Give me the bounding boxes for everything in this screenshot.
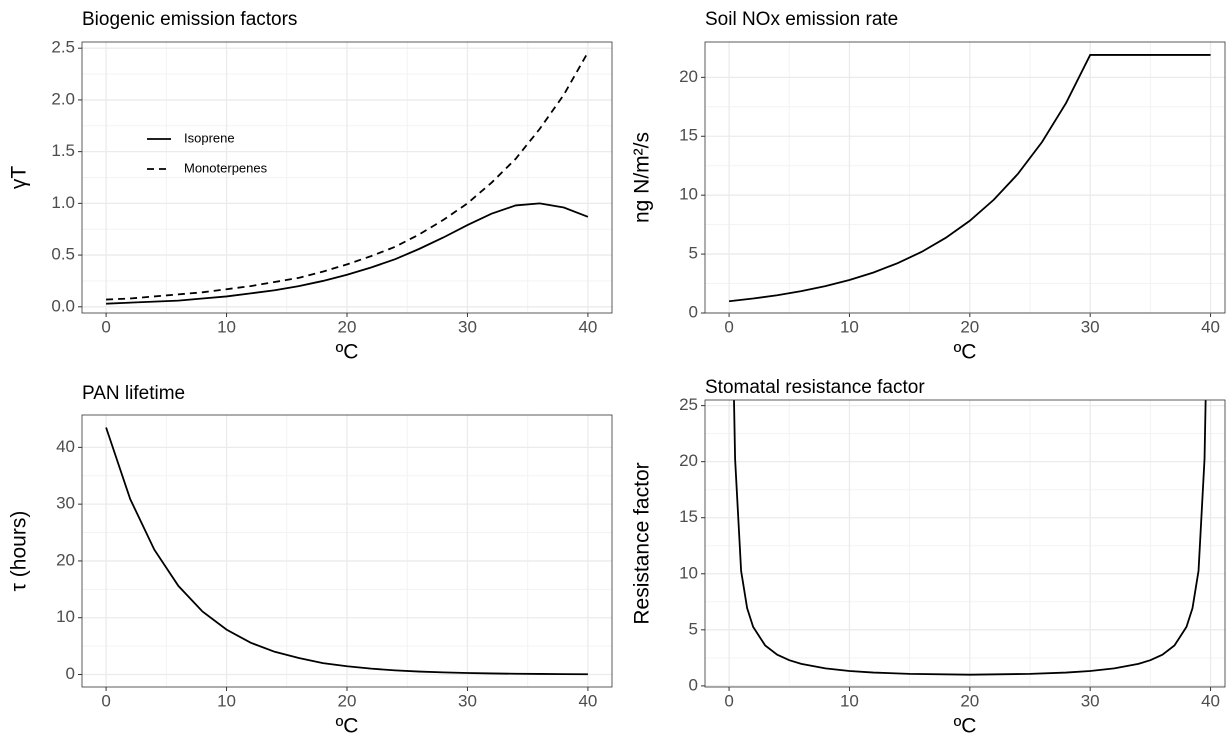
x-tick-label: 40: [578, 317, 597, 336]
chart-title: Stomatal resistance factor: [705, 377, 925, 398]
x-axis-title: ºC: [954, 341, 977, 364]
data-line: [106, 202, 589, 305]
y-tick-label: 40: [56, 437, 75, 456]
x-axis-title: ºC: [954, 715, 977, 738]
x-tick-label: 10: [217, 317, 236, 336]
plot-panel: [705, 400, 1225, 687]
panel-border: [81, 41, 613, 314]
panel-border: [704, 399, 1226, 688]
y-tick-label: 0: [689, 675, 698, 694]
x-tick-label: 0: [724, 317, 733, 336]
y-tick-label: 2.0: [51, 89, 75, 108]
y-tick-label: 25: [679, 395, 698, 414]
panel-border: [704, 41, 1226, 314]
x-tick-label: 0: [724, 691, 733, 710]
x-tick-label: 10: [217, 691, 236, 710]
y-tick-label: 10: [679, 563, 698, 582]
y-tick-label: 20: [679, 67, 698, 86]
x-tick-label: 40: [578, 691, 597, 710]
panel-border: [81, 414, 613, 688]
chart-title: Biogenic emission factors: [82, 9, 297, 30]
y-tick-label: 0.5: [51, 245, 75, 264]
x-tick-label: 10: [840, 317, 859, 336]
y-tick-label: 30: [56, 494, 75, 513]
y-tick-label: 2.5: [51, 38, 75, 57]
data-line: [733, 400, 1207, 676]
x-tick-label: 40: [1201, 317, 1220, 336]
chart-title: PAN lifetime: [82, 383, 185, 404]
x-tick-label: 20: [960, 317, 979, 336]
x-tick-label: 30: [458, 691, 477, 710]
y-tick-label: 0: [66, 664, 75, 683]
y-tick-label: 1.0: [51, 193, 75, 212]
x-axis-title: ºC: [336, 715, 359, 738]
y-tick-label: 20: [56, 550, 75, 569]
y-tick-label: 5: [689, 619, 698, 638]
y-tick-label: 0.0: [51, 296, 75, 315]
y-tick-label: 0: [689, 302, 698, 321]
y-axis-title: τ (hours): [8, 511, 31, 592]
x-tick-label: 20: [960, 691, 979, 710]
y-tick-label: 20: [679, 451, 698, 470]
x-tick-label: 0: [101, 317, 110, 336]
x-axis-title: ºC: [336, 341, 359, 364]
y-tick-label: 5: [689, 244, 698, 263]
y-axis-title: γT: [8, 166, 31, 190]
y-axis-title: Resistance factor: [631, 462, 654, 624]
x-tick-label: 10: [840, 691, 859, 710]
y-tick-label: 1.5: [51, 141, 75, 160]
y-axis-title: ng N/m²/s: [631, 132, 654, 223]
x-tick-label: 40: [1201, 691, 1220, 710]
y-tick-label: 10: [56, 607, 75, 626]
x-tick-label: 0: [101, 691, 110, 710]
x-tick-label: 30: [458, 317, 477, 336]
x-tick-label: 20: [338, 691, 357, 710]
y-tick-label: 15: [679, 507, 698, 526]
plot-panel: [705, 42, 1225, 313]
x-tick-label: 20: [338, 317, 357, 336]
chart-title: Soil NOx emission rate: [705, 9, 898, 30]
y-tick-label: 15: [679, 126, 698, 145]
legend-label: Isoprene: [184, 130, 235, 145]
y-tick-label: 10: [679, 185, 698, 204]
legend-label: Monoterpenes: [184, 160, 268, 175]
data-line: [728, 54, 1211, 303]
x-tick-label: 30: [1081, 317, 1100, 336]
data-line: [106, 51, 589, 301]
data-line: [105, 427, 588, 676]
x-tick-label: 30: [1081, 691, 1100, 710]
